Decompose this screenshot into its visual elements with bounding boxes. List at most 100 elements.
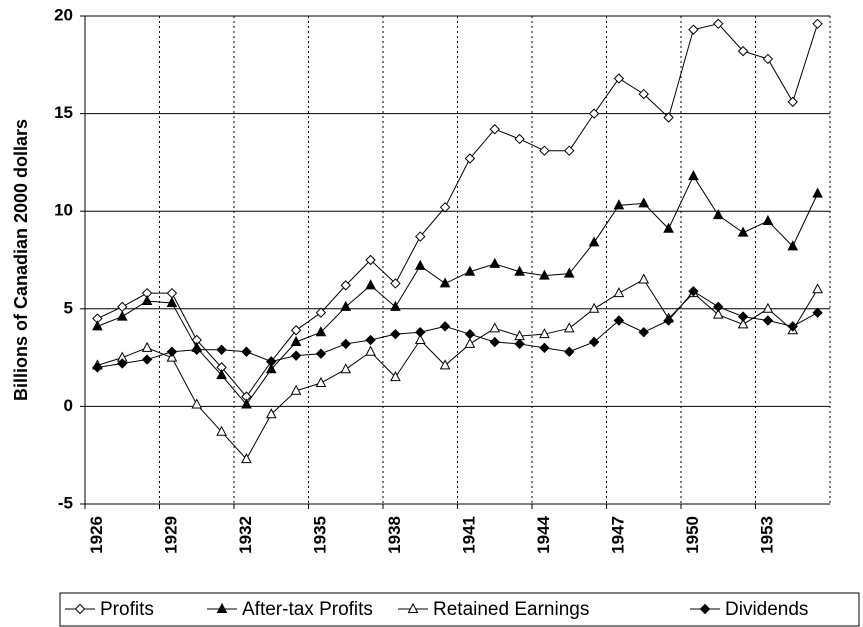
data-point (688, 169, 699, 181)
x-tick-label: 1929 (161, 516, 180, 554)
data-point (563, 267, 575, 278)
data-point (812, 307, 823, 318)
data-point (712, 209, 724, 220)
data-point (464, 153, 476, 164)
y-tick-label: -5 (58, 493, 73, 512)
legend-box (59, 592, 860, 627)
data-point (216, 369, 227, 380)
data-point (439, 202, 451, 213)
data-point (439, 359, 451, 370)
data-point (166, 287, 178, 299)
data-point (737, 45, 749, 57)
data-point (315, 326, 327, 337)
data-point (663, 315, 674, 326)
legend-label: Retained Earnings (433, 599, 589, 620)
data-point (489, 124, 500, 135)
data-point (613, 315, 625, 326)
x-tick-label: 1926 (87, 516, 106, 554)
data-point (290, 325, 302, 336)
data-point (241, 398, 252, 409)
data-point (514, 133, 525, 145)
data-point (713, 301, 724, 313)
data-point (713, 18, 724, 30)
data-point (390, 371, 401, 382)
data-point (762, 315, 774, 326)
data-point (191, 398, 203, 409)
data-point (663, 222, 674, 233)
data-point (539, 342, 550, 354)
x-tick-label: 1932 (236, 516, 255, 554)
data-point (390, 300, 401, 311)
data-point (414, 259, 426, 270)
data-point (762, 302, 774, 313)
series-line (97, 23, 819, 398)
data-point (588, 236, 600, 247)
data-point (365, 254, 376, 266)
data-point (365, 334, 376, 346)
data-point (265, 363, 277, 374)
data-point (588, 336, 600, 348)
data-point (216, 344, 227, 355)
series-line (97, 175, 819, 406)
data-point (439, 321, 451, 332)
data-point (141, 354, 153, 365)
data-point (489, 322, 501, 333)
data-point (315, 376, 327, 387)
y-tick-label: 10 (54, 201, 73, 220)
data-point (290, 384, 302, 395)
data-point (116, 310, 128, 321)
data-point (390, 278, 401, 289)
legend-label: Profits (100, 599, 154, 620)
data-point (563, 322, 575, 333)
data-point (588, 302, 600, 313)
data-point (166, 296, 178, 307)
data-point (489, 257, 501, 268)
data-point (191, 344, 202, 355)
legend-marker (216, 602, 228, 613)
data-point (564, 145, 575, 156)
x-tick-label: 1953 (757, 516, 776, 554)
data-point (613, 199, 625, 210)
data-point (787, 96, 798, 108)
data-point (92, 362, 103, 373)
y-axis-label: Billions of Canadian 2000 dollars (11, 119, 31, 401)
data-point (514, 265, 525, 276)
data-point (315, 307, 327, 318)
data-point (464, 328, 476, 340)
legend-marker (699, 603, 711, 615)
data-point (787, 240, 799, 251)
data-point (539, 269, 550, 280)
data-point (365, 345, 376, 356)
data-point (638, 273, 650, 284)
data-point (439, 277, 451, 288)
data-point (564, 346, 575, 357)
data-point (638, 327, 649, 338)
data-point (340, 280, 351, 291)
data-point (737, 318, 749, 329)
data-point (290, 350, 302, 361)
y-tick-label: 15 (54, 103, 73, 122)
data-point (464, 337, 476, 348)
data-point (688, 24, 699, 35)
data-point (141, 294, 153, 305)
data-point (737, 226, 749, 237)
y-tick-label: 5 (64, 298, 73, 317)
data-point (340, 338, 351, 350)
data-point (762, 53, 774, 65)
data-point (117, 301, 128, 313)
data-point (365, 279, 376, 290)
data-point (489, 336, 500, 348)
data-point (117, 358, 128, 369)
data-point (787, 321, 798, 332)
x-tick-label: 1944 (534, 515, 553, 553)
data-point (464, 265, 476, 276)
x-tick-label: 1947 (608, 516, 627, 554)
data-point (141, 341, 153, 352)
data-point (712, 308, 724, 319)
data-point (539, 145, 550, 156)
data-point (737, 311, 749, 322)
x-tick-label: 1938 (385, 516, 404, 554)
data-point (290, 335, 302, 346)
